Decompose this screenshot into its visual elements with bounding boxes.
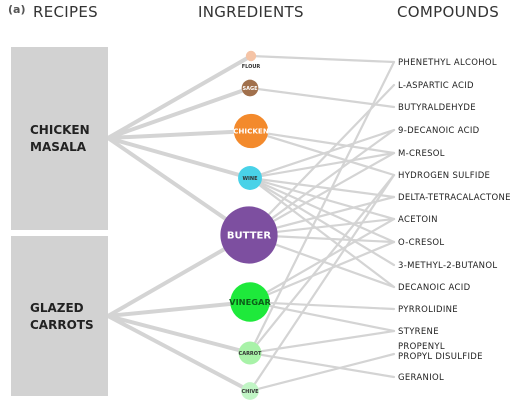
ingredient-node-flour: FLOUR (242, 50, 261, 70)
recipe-ingredient-link (106, 136, 252, 180)
ingredient-node-chicken: CHICKEN (233, 113, 269, 149)
compound-label-line: GERANIOL (398, 373, 445, 383)
compound-label-line: BUTYRALDEHYDE (398, 103, 476, 113)
compound-label-line: DELTA-TETRACALACTONE (398, 193, 511, 203)
header-recipes: RECIPES (33, 3, 98, 21)
ingredient-compound-link (248, 128, 396, 180)
header-ingredients: INGREDIENTS (198, 3, 304, 21)
recipe-ingredient-link (106, 86, 252, 140)
compound-label: PROPENYL PROPYL DISULFIDE (398, 342, 483, 362)
compound-label-line: L-ASPARTIC ACID (398, 81, 474, 91)
compound-label-line: PROPENYL (398, 342, 445, 352)
compound-label-line: DECANOIC ACID (398, 283, 471, 293)
compound-label-line: O-CRESOL (398, 238, 445, 248)
ingredient-compound-link (248, 176, 396, 289)
ingredient-label: WINE (242, 176, 258, 182)
recipe-label-line: MASALA (30, 140, 87, 154)
compound-label: BUTYRALDEHYDE (398, 103, 476, 113)
ingredient-node-chive: CHIVE (241, 382, 259, 400)
recipe-block-glazed-carrots (11, 236, 108, 396)
recipe-ingredient-link (106, 314, 252, 393)
ingredient-compound-link (248, 240, 396, 304)
compound-label-line: 9-DECANOIC ACID (398, 126, 480, 136)
ingredient-compound-link (249, 54, 396, 64)
ingredient-compound-link (249, 129, 396, 155)
ingredient-circle (230, 282, 270, 322)
ingredient-node-vinegar: VINEGAR (229, 282, 271, 322)
compound-label-line: STYRENE (398, 327, 439, 337)
ingredient-label: FLOUR (242, 64, 261, 70)
compound-label: 9-DECANOIC ACID (398, 126, 480, 136)
recipe-ingredient-link (106, 54, 253, 140)
recipe-label-line: CHICKEN (30, 123, 90, 137)
ingredient-compound-link (248, 176, 396, 267)
ingredient-label: CHIVE (242, 389, 260, 395)
compound-label: DELTA-TETRACALACTONE (398, 193, 511, 203)
panel-label: (a) (8, 3, 26, 16)
ingredient-label: VINEGAR (229, 297, 271, 307)
compound-label-line: ACETOIN (398, 215, 438, 225)
ingredient-label: BUTTER (227, 231, 271, 242)
compound-label: STYRENE (398, 327, 439, 337)
compound-label: PYRROLIDINE (398, 305, 458, 315)
ingredient-circle (220, 206, 278, 264)
ingredient-node-sage: SAGE (241, 79, 259, 97)
ingredient-circle (238, 341, 262, 365)
ingredient-compound-link (248, 86, 396, 109)
ingredient-label: CARROT (239, 351, 262, 357)
compound-label-line: M-CRESOL (398, 149, 445, 159)
compound-label-line: PROPYL DISULFIDE (398, 352, 483, 362)
compound-label-line: HYDROGEN SULFIDE (398, 171, 491, 181)
compound-label-line: PHENETHYL ALCOHOL (398, 58, 497, 68)
ingredient-node-butter: BUTTER (220, 206, 278, 264)
ingredient-compound-link (248, 60, 396, 355)
ingredient-label: SAGE (243, 86, 259, 92)
ingredient-circle (238, 166, 262, 190)
ingredient-circle (241, 79, 259, 97)
compound-label: DECANOIC ACID (398, 283, 470, 293)
ingredient-compound-link (248, 151, 396, 180)
ingredient-compound-link (247, 128, 396, 237)
recipe-ingredient-link (106, 314, 252, 355)
ingredient-circle (241, 382, 259, 400)
compound-label: L-ASPARTIC ACID (398, 81, 474, 91)
recipe-block-chicken-masala (11, 47, 108, 230)
recipe-label: CHICKEN MASALA (30, 122, 90, 156)
ingredient-compound-link (248, 352, 396, 393)
header-compounds: COMPOUNDS (397, 3, 500, 21)
ingredient-compound-link (248, 351, 396, 379)
compound-label: O-CRESOL (398, 238, 444, 248)
ingredient-node-wine: WINE (238, 166, 262, 190)
recipe-label-line: GLAZED (30, 301, 84, 315)
compound-label: ACETOIN (398, 215, 438, 225)
recipe-ingredient-link (106, 129, 253, 140)
ingredient-compound-link (248, 176, 396, 199)
ingredient-compound-link (248, 173, 396, 393)
recipe-label: GLAZED CARROTS (30, 300, 94, 334)
compound-label: GERANIOL (398, 373, 444, 383)
ingredient-compound-link (248, 217, 396, 304)
ingredient-compound-link (248, 176, 396, 244)
recipe-ingredient-link (106, 300, 252, 318)
compound-label: PHENETHYL ALCOHOL (398, 58, 497, 68)
compound-label: HYDROGEN SULFIDE (398, 171, 490, 181)
ingredient-circle (233, 113, 269, 149)
ingredient-node-carrot: CARROT (238, 341, 262, 365)
compound-label-line: PYRROLIDINE (398, 305, 458, 315)
ingredient-label: CHICKEN (233, 127, 269, 136)
compound-label: M-CRESOL (398, 149, 445, 159)
ingredient-compound-link (248, 329, 396, 355)
recipe-label-line: CARROTS (30, 318, 94, 332)
compound-label: 3-METHYL-2-BUTANOL (398, 261, 497, 271)
compound-label-line: 3-METHYL-2-BUTANOL (398, 261, 498, 271)
ingredient-circle (245, 50, 257, 62)
ingredient-compound-link (248, 173, 396, 355)
